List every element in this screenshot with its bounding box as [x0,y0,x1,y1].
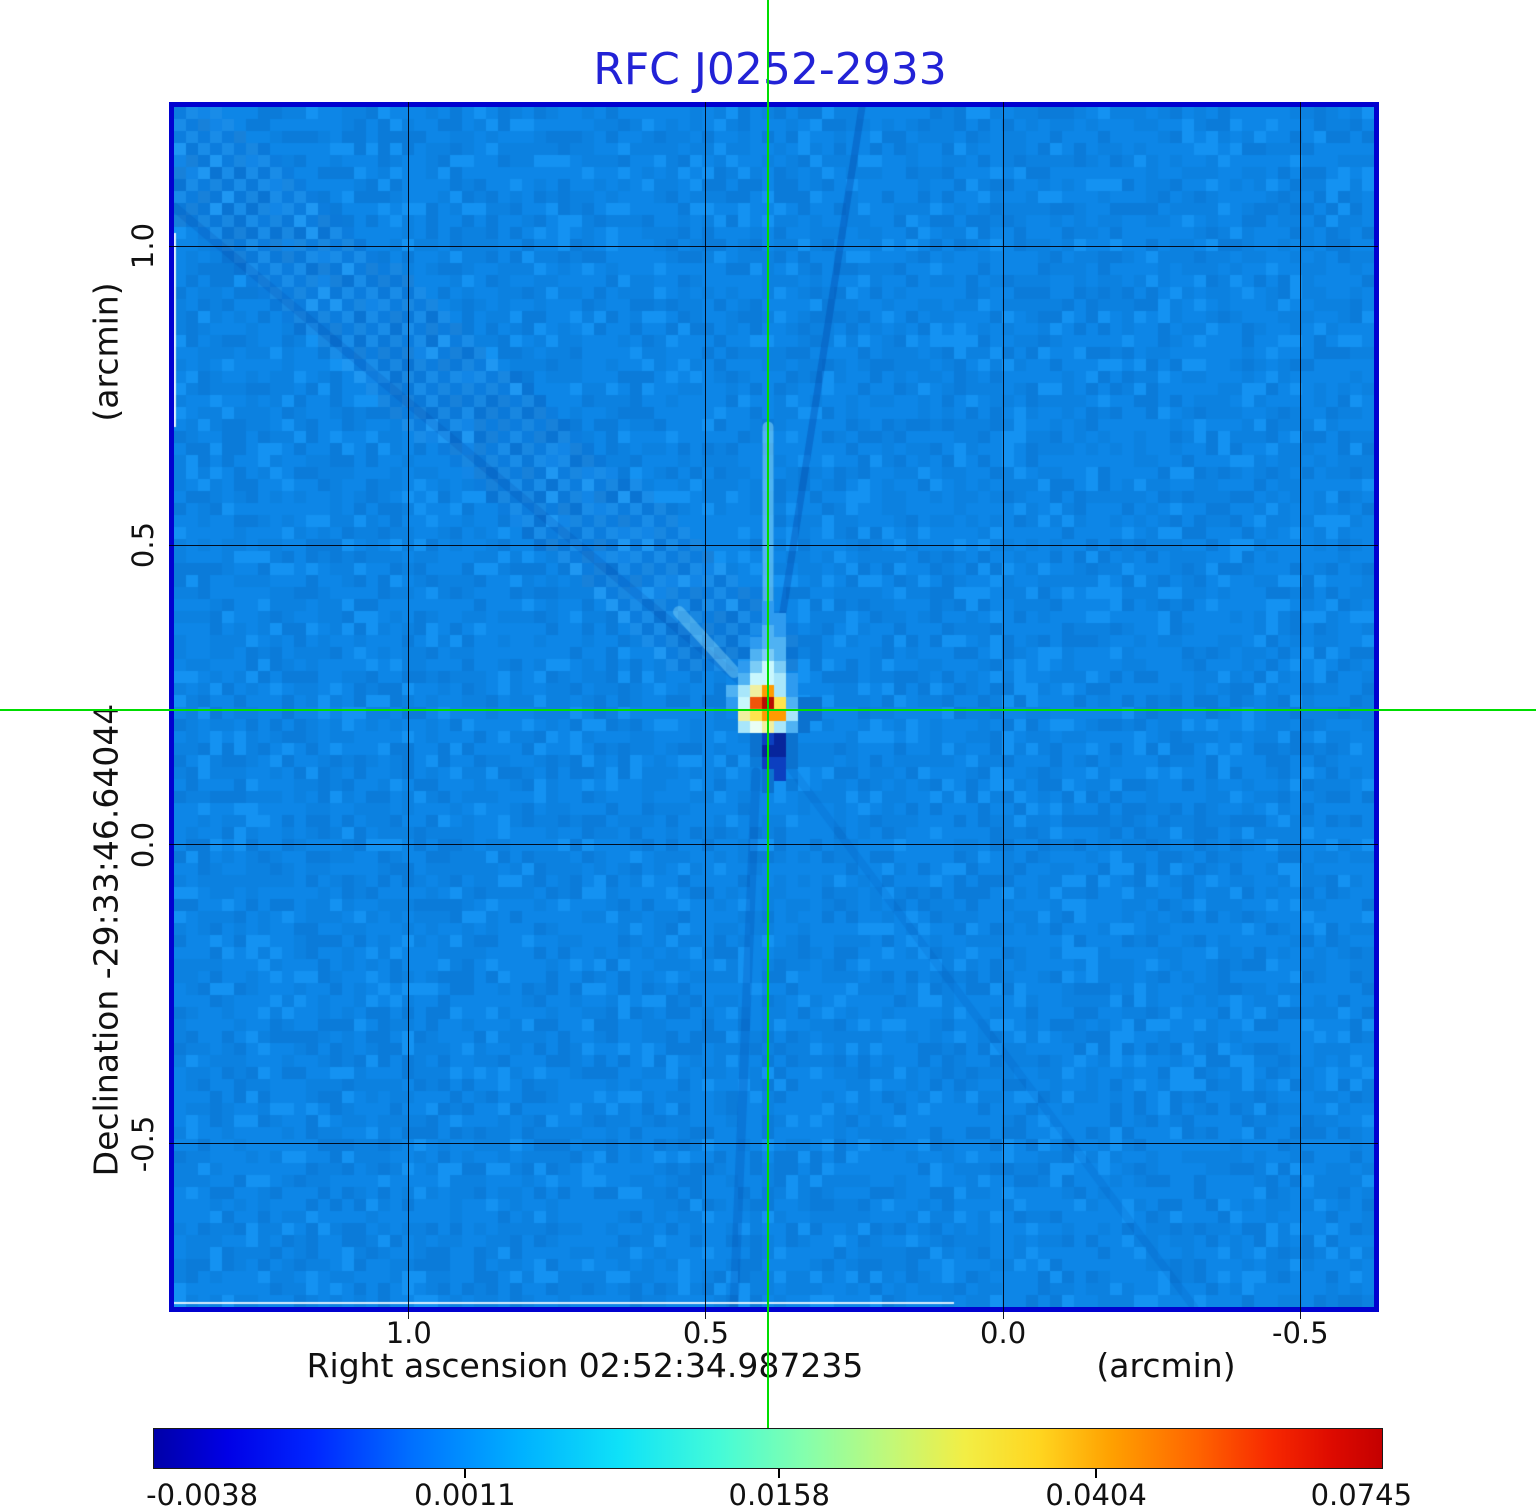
colorbar-tick [1095,1469,1098,1478]
colorbar-tick [463,1469,466,1478]
y-gridline [169,844,1378,846]
colorbar-tick-label: 0.0404 [1045,1478,1147,1511]
x-tick-label: 0.0 [980,1316,1027,1350]
colorbar-tick-label: 0.0158 [728,1478,831,1511]
y-tick-label: 1.0 [126,223,160,270]
y-tick-label: 0.5 [126,522,160,569]
y-gridline [169,245,1378,247]
radio-map-image [174,107,1374,1307]
x-axis-unit-label: (arcmin) [1096,1346,1236,1385]
plot-title: RFC J0252-2933 [593,44,947,95]
x-tick-label: 0.5 [682,1316,729,1350]
y-tick-label: -0.5 [126,1115,160,1172]
x-tick-label: -0.5 [1272,1316,1329,1350]
colorbar-tick-label: 0.0745 [1310,1478,1413,1511]
colorbar-tick-label: 0.0011 [414,1478,516,1511]
y-gridline [169,1143,1378,1145]
colorbar [153,1428,1383,1469]
x-tick-label: 1.0 [385,1316,432,1350]
y-gridline [169,544,1378,546]
map-panel-border [169,102,1379,1312]
x-axis-label: Right ascension 02:52:34.987235 [306,1346,864,1385]
y-tick-label: 0.0 [126,821,160,868]
crosshair-vertical-line [767,0,770,1428]
crosshair-horizontal-line [0,708,1536,711]
colorbar-tick [778,1469,781,1478]
y-axis-label: Declination -29:33:46.64044 [86,703,126,1177]
colorbar-tick-label: -0.0038 [146,1478,259,1511]
y-axis-unit-label: (arcmin) [86,282,126,422]
